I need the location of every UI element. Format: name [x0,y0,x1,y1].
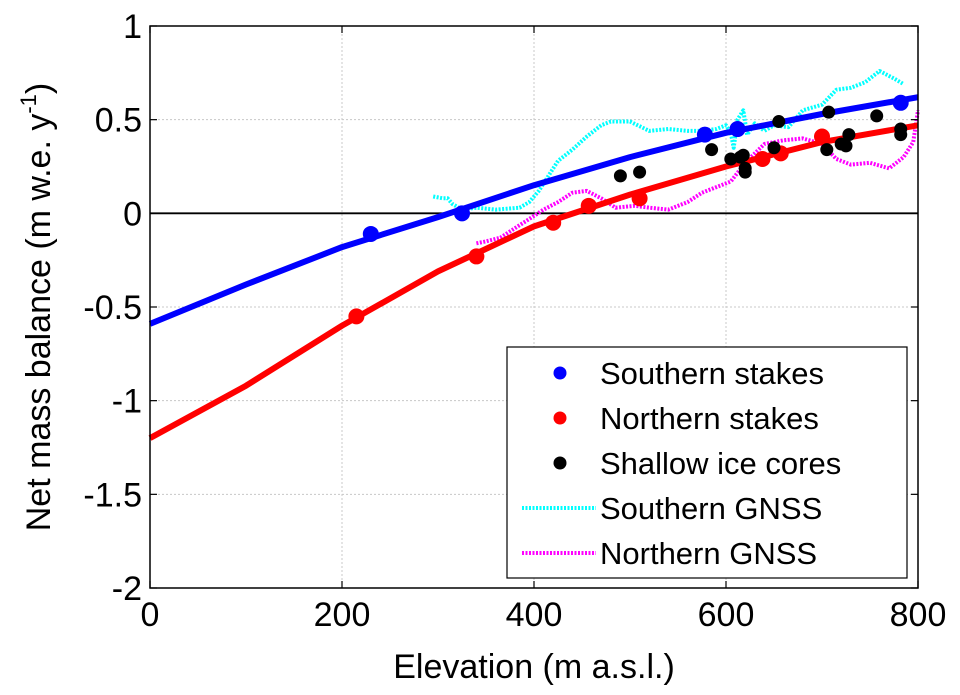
y-axis-label-close: ) [20,83,58,94]
x-tick-label: 0 [141,596,160,634]
x-tick-label: 200 [314,596,371,634]
shallow-ice-cores-point [842,128,856,142]
shallow-ice-cores-point [705,143,719,157]
x-tick-label: 800 [890,596,947,634]
shallow-ice-cores-point [633,165,647,179]
legend-northern-gnss-label: Northern GNSS [600,536,817,571]
legend: Southern stakes Northern stakes Shallow ic… [506,346,908,579]
northern-stakes-point [631,190,648,207]
northern-stakes-point [348,308,365,325]
y-tick-label: 0 [123,195,142,233]
y-tick-label: -1 [112,383,142,421]
shallow-ice-cores-point [822,105,836,119]
northern-stakes-point [580,197,597,214]
plot-series [148,69,920,441]
y-axis-label-main: Net mass balance (m w.e. y [20,114,58,532]
y-tick-label: 1 [123,8,142,46]
shallow-ice-cores-point [767,141,781,155]
y-tick-label: -1.5 [83,476,142,514]
shallow-ice-cores-point [870,109,884,123]
southern-fit-line [148,94,919,327]
northern-stakes-point [814,128,830,145]
southern-stakes-point [729,121,746,138]
y-tick-label: 0.5 [95,102,142,140]
northern-stakes-point [468,248,485,265]
y-tick-label: -0.5 [83,289,142,327]
legend-northern-stakes-marker [553,411,567,425]
legend-southern-gnss-label: Southern GNSS [600,491,822,526]
grid [150,26,918,588]
southern-stakes-point [892,94,909,111]
x-tick-label: 400 [506,596,563,634]
southern-gnss-line [432,69,905,212]
legend-shallow-ice-cores-marker [553,456,567,470]
southern-stakes-point [454,205,470,222]
axis-ticks: 0 200 400 600 800 -2 -1.5 -1 -0.5 0 0.5 1 [83,8,946,634]
legend-southern-stakes-label: Southern stakes [600,356,824,391]
northern-stakes-point [754,151,771,168]
legend-box [506,346,908,579]
shallow-ice-cores-point [820,143,834,157]
x-tick-label: 600 [698,596,755,634]
legend-southern-stakes-marker [553,366,567,380]
shallow-ice-cores-point [894,122,908,136]
shallow-ice-cores-point [613,169,627,183]
northern-gnss-line [476,110,920,246]
shallow-ice-cores-point [738,161,752,175]
shallow-ice-cores-point [772,115,786,129]
y-axis-label-exponent: -1 [16,94,41,114]
northern-stakes-point [545,214,562,231]
southern-stakes-point [362,225,379,242]
legend-shallow-ice-cores-label: Shallow ice cores [600,446,841,481]
y-tick-label: -2 [112,570,142,608]
x-axis-label: Elevation (m a.s.l.) [393,648,675,686]
southern-stakes-point [696,126,713,143]
shallow-ice-cores-point [736,148,750,162]
northern-fit-line [148,122,919,441]
legend-northern-stakes-label: Northern stakes [600,401,819,436]
y-axis-label: Net mass balance (m w.e. y-1) [16,83,58,532]
shallow-ice-cores-point [839,139,853,153]
